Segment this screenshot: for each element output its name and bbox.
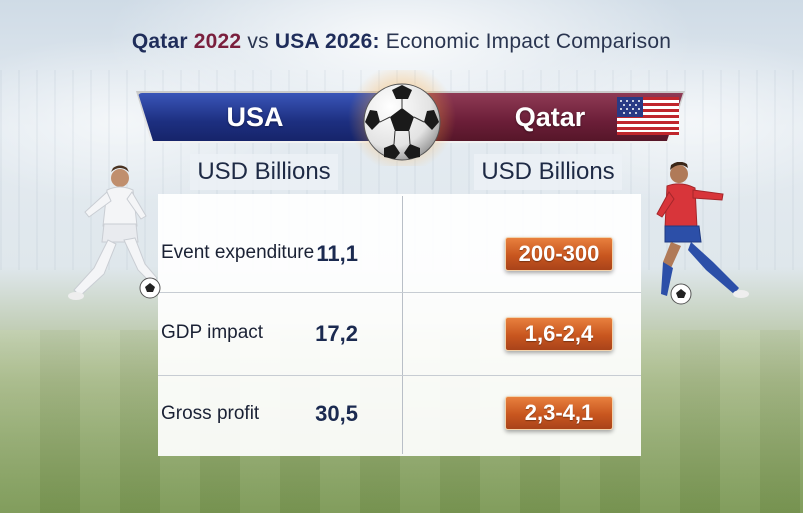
usa-value-gross-profit: 30,5 <box>315 401 358 426</box>
row-divider <box>158 375 641 376</box>
title-vs: vs <box>247 30 269 53</box>
usa-value-event-expenditure: 11,1 <box>316 241 358 266</box>
column-divider <box>402 196 403 454</box>
title-usa-2026: USA 2026: <box>274 30 380 53</box>
row-divider <box>158 292 641 293</box>
title-year-2022: 2022 <box>193 30 242 53</box>
page-title: Qatar 2022 vs USA 2026: Economic Impact … <box>0 30 803 54</box>
soccer-player-red-kit <box>656 162 749 305</box>
row-label-gdp-impact: GDP impact <box>161 322 264 343</box>
usa-banner-label: USA <box>226 102 284 132</box>
row-label-gross-profit: Gross profit <box>161 403 260 424</box>
qatar-banner-label: Qatar <box>514 102 586 132</box>
title-subtitle-text: Economic Impact Comparison <box>385 30 672 53</box>
usa-value-gdp-impact: 17,2 <box>315 321 358 346</box>
usa-unit-label: USD Billions <box>190 154 338 190</box>
soccer-player-white-kit <box>68 165 161 300</box>
soccer-ball-icon <box>363 83 441 161</box>
qatar-badge-event-expenditure: 200-300 <box>505 237 613 271</box>
qatar-badge-gross-profit: 2,3-4,1 <box>505 396 613 430</box>
us-flag-icon <box>617 97 679 135</box>
title-qatar-word: Qatar <box>131 30 188 53</box>
qatar-badge-gdp-impact: 1,6-2,4 <box>505 317 613 351</box>
qatar-unit-label: USD Billions <box>474 154 622 190</box>
row-label-event-expenditure: Event expenditure <box>161 242 315 263</box>
